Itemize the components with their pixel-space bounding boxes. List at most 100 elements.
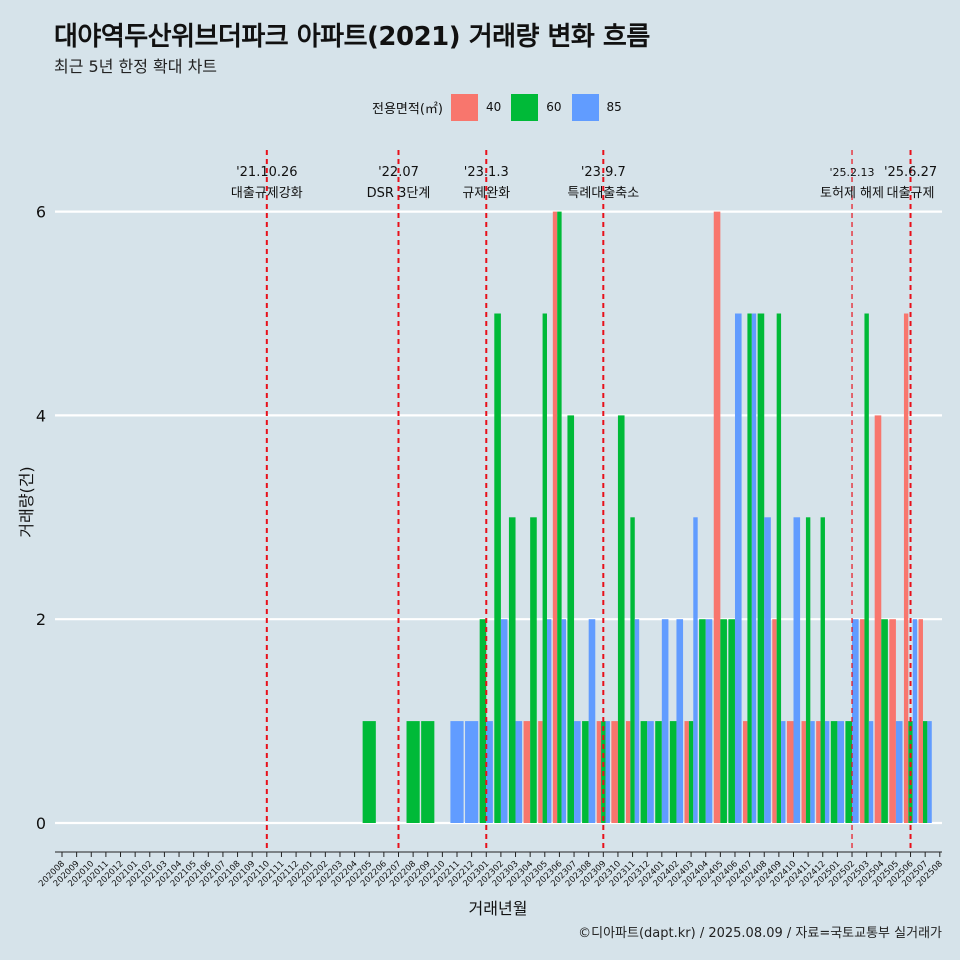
y-tick-label-6: 6 (36, 203, 46, 222)
legend-label-40: 40 (485, 100, 502, 114)
bar-202506-40 (903, 313, 909, 823)
bar-202409-60 (776, 313, 782, 823)
legend-item-40: 40 (450, 93, 505, 121)
event-label-202110: 대출규제강화 (231, 186, 303, 201)
bar-202212-85 (465, 721, 479, 823)
bar-202504-40 (874, 415, 882, 823)
bar-202308-60 (582, 721, 589, 823)
bar-202403-40 (684, 721, 689, 823)
bar-202205-60 (362, 721, 376, 823)
bar-202401-85 (661, 619, 669, 823)
legend-swatch-40 (450, 93, 478, 121)
bar-202304-40 (523, 721, 531, 823)
bar-202306-85 (561, 619, 567, 823)
legend-swatch-60 (511, 93, 539, 121)
bar-202406-60 (728, 619, 735, 823)
bar-202302-85 (500, 619, 508, 823)
bar-202208-60 (406, 721, 420, 823)
bar-202408-85 (764, 517, 771, 823)
bar-202406-85 (734, 313, 742, 823)
bar-202310-60 (617, 415, 625, 823)
event-date-202502: '25.2.13 (830, 166, 875, 179)
bar-202303-60 (508, 517, 516, 823)
bar-202503-60 (864, 313, 869, 823)
bar-202407-40 (743, 721, 748, 823)
bar-202412-85 (824, 721, 830, 823)
event-date-202309: '23.9.7 (581, 165, 626, 180)
legend-label-85: 85 (606, 100, 622, 114)
bar-202211-85 (450, 721, 464, 823)
bar-202405-60 (720, 619, 727, 823)
bar-202409-40 (772, 619, 777, 823)
y-axis-title: 거래량(건) (17, 466, 36, 537)
legend-item-85: 85 (571, 93, 626, 121)
bar-202408-60 (757, 313, 765, 823)
event-label-202502: 토허제 해제 (820, 186, 884, 201)
bar-202505-85 (895, 721, 903, 823)
bar-202301-60 (479, 619, 487, 823)
legend-item-60: 60 (511, 93, 565, 121)
bar-202407-60 (747, 313, 752, 823)
bar-202402-60 (669, 721, 677, 823)
bar-202309-40 (596, 721, 602, 823)
bar-202405-40 (713, 211, 721, 824)
bar-202311-40 (625, 721, 631, 823)
bar-202311-85 (634, 619, 640, 823)
y-tick-label-0: 0 (36, 814, 46, 833)
bar-202307-60 (567, 415, 575, 823)
bar-202304-60 (530, 517, 537, 823)
bar-202507-85 (927, 721, 932, 823)
bar-202306-60 (557, 211, 562, 824)
event-date-202506: '25.6.27 (884, 165, 937, 180)
bar-202308-85 (588, 619, 596, 823)
bar-202501-85 (837, 721, 844, 823)
bar-202305-60 (542, 313, 547, 823)
chart-subtitle: 최근 5년 한정 확대 차트 (54, 57, 218, 76)
bar-202411-40 (801, 721, 806, 823)
event-label-202207: DSR 3단계 (367, 186, 431, 201)
bar-202402-85 (676, 619, 684, 823)
bar-202504-60 (881, 619, 888, 823)
bar-202306-40 (552, 211, 558, 824)
bar-202310-40 (611, 721, 618, 823)
bar-202305-85 (546, 619, 552, 823)
event-date-202207: '22.07 (378, 165, 419, 180)
source-caption: ©디아파트(dapt.kr) / 2025.08.09 / 자료=국토교통부 실… (578, 926, 942, 941)
bar-202407-85 (751, 313, 757, 823)
legend-label-60: 60 (546, 100, 562, 114)
bar-202501-60 (830, 721, 838, 823)
bar-202410-40 (786, 721, 794, 823)
bar-202404-60 (699, 619, 706, 823)
bar-202503-40 (860, 619, 865, 823)
bar-202302-60 (494, 313, 501, 823)
bar-202312-85 (647, 721, 654, 823)
bar-202401-60 (655, 721, 662, 823)
legend-title: 전용면적(㎡) (372, 101, 443, 117)
bar-202305-40 (538, 721, 543, 823)
bar-202411-60 (805, 517, 811, 823)
bar-202404-85 (705, 619, 713, 823)
chart-title: 대야역두산위브더파크 아파트(2021) 거래량 변화 흐름 (54, 22, 650, 52)
event-date-202301: '23.1.3 (464, 165, 509, 180)
event-label-202506: 대출규제 (887, 186, 935, 201)
bar-202301-85 (486, 721, 493, 823)
y-tick-label-4: 4 (36, 406, 46, 425)
bar-202303-85 (515, 721, 523, 823)
event-label-202309: 특례대출축소 (567, 186, 639, 201)
bar-202502-85 (852, 619, 859, 823)
bar-202505-40 (889, 619, 896, 823)
bar-202507-60 (922, 721, 928, 823)
bar-202506-85 (912, 619, 918, 823)
legend-swatch-85 (571, 93, 599, 121)
legend: 전용면적(㎡) 40 60 85 (372, 93, 632, 121)
y-tick-label-2: 2 (36, 610, 46, 629)
bar-202412-40 (816, 721, 821, 823)
bar-202307-85 (574, 721, 581, 823)
bar-202410-85 (793, 517, 801, 823)
bar-202503-85 (868, 721, 874, 823)
bar-202502-60 (845, 721, 853, 823)
bar-202312-60 (640, 721, 648, 823)
bar-202309-85 (605, 721, 610, 823)
bar-202209-60 (421, 721, 435, 823)
